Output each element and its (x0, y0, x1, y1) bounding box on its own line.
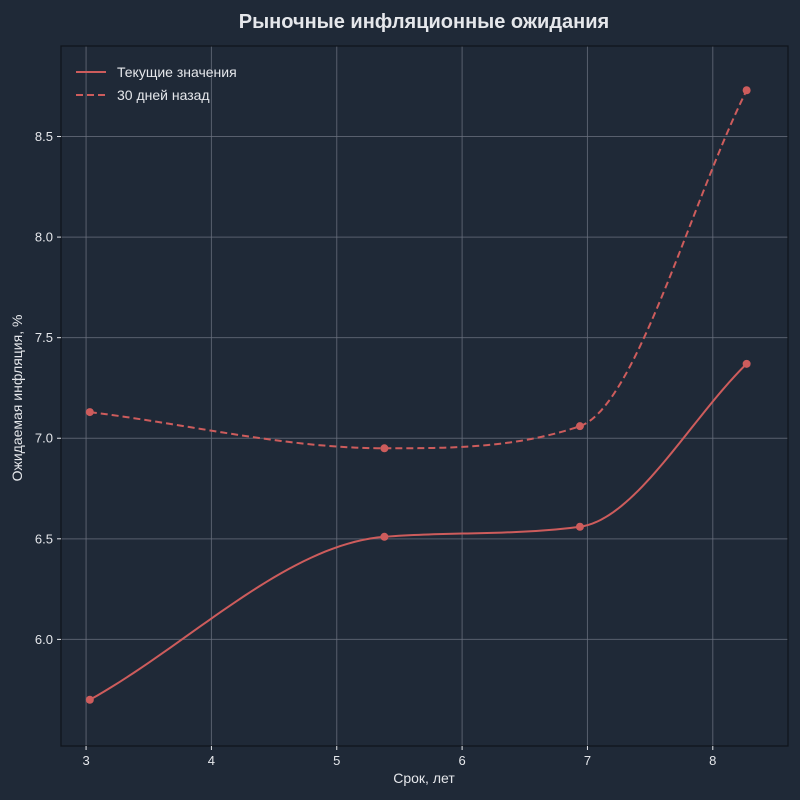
x-axis-label: Срок, лет (393, 770, 455, 786)
y-tick-label: 7.0 (35, 431, 53, 446)
grid (61, 46, 788, 746)
data-point (85, 695, 94, 704)
data-point (575, 422, 584, 431)
x-tick-label: 7 (584, 753, 591, 768)
data-point (742, 359, 751, 368)
x-tick-label: 6 (458, 753, 465, 768)
tick-labels: 3 4 5 6 7 8 6.0 6.5 7.0 7.5 8.0 8.5 (35, 129, 716, 768)
chart-title: Рыночные инфляционные ожидания (239, 11, 609, 33)
x-tick-label: 4 (208, 753, 215, 768)
series-line-solid (89, 363, 748, 701)
data-point (85, 408, 94, 417)
y-tick-label: 6.0 (35, 632, 53, 647)
y-tick-label: 8.0 (35, 230, 53, 245)
y-tick-label: 8.5 (35, 129, 53, 144)
series-1 (85, 359, 751, 704)
series-layer (85, 86, 751, 704)
data-point (380, 444, 389, 453)
x-tick-label: 5 (333, 753, 340, 768)
x-tick-label: 8 (709, 753, 716, 768)
x-tick-label: 3 (82, 753, 89, 768)
data-point (575, 522, 584, 531)
legend: Текущие значения 30 дней назад (76, 64, 237, 103)
plot-frame (60, 45, 789, 747)
legend-label: Текущие значения (117, 64, 237, 80)
y-tick-label: 6.5 (35, 531, 53, 546)
data-point (742, 86, 751, 95)
series-line-dashed (89, 89, 748, 450)
y-axis-label: Ожидаемая инфляция, % (9, 315, 25, 482)
legend-label: 30 дней назад (117, 87, 210, 103)
series-2 (85, 86, 751, 453)
y-tick-label: 7.5 (35, 330, 53, 345)
data-point (380, 532, 389, 541)
